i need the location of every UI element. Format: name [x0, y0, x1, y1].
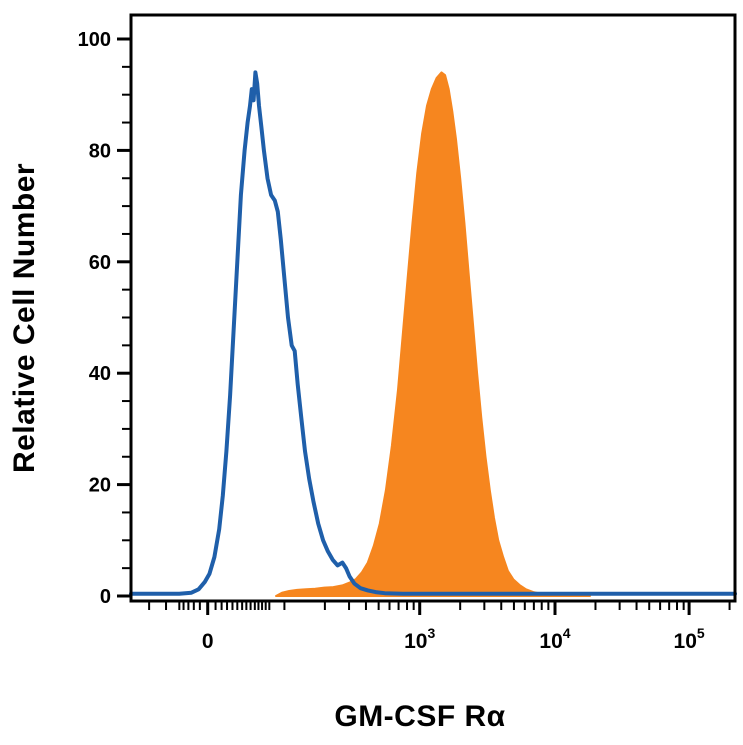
- y-axis-title: Relative Cell Number: [8, 163, 41, 473]
- x-tick-label: 104: [539, 625, 570, 653]
- y-tick-label: 60: [89, 252, 111, 274]
- plot-layer: 0 20 40 60 80 100 0 103 104 105: [78, 13, 737, 653]
- y-tick-label: 80: [89, 140, 111, 162]
- y-tick-label: 100: [78, 29, 111, 51]
- x-tick-label: 103: [404, 625, 435, 653]
- x-tick-label: 105: [674, 625, 705, 653]
- plot-border: [129, 13, 737, 603]
- y-tick-label: 40: [89, 363, 111, 385]
- x-tick-label: 0: [202, 630, 214, 653]
- orange-filled-histogram-curve: [275, 71, 591, 597]
- y-tick-label: 20: [89, 475, 111, 497]
- x-axis-title: GM-CSF Rα: [334, 700, 505, 733]
- y-tick-label: 0: [100, 586, 111, 608]
- blue-open-histogram-curve: [129, 70, 737, 596]
